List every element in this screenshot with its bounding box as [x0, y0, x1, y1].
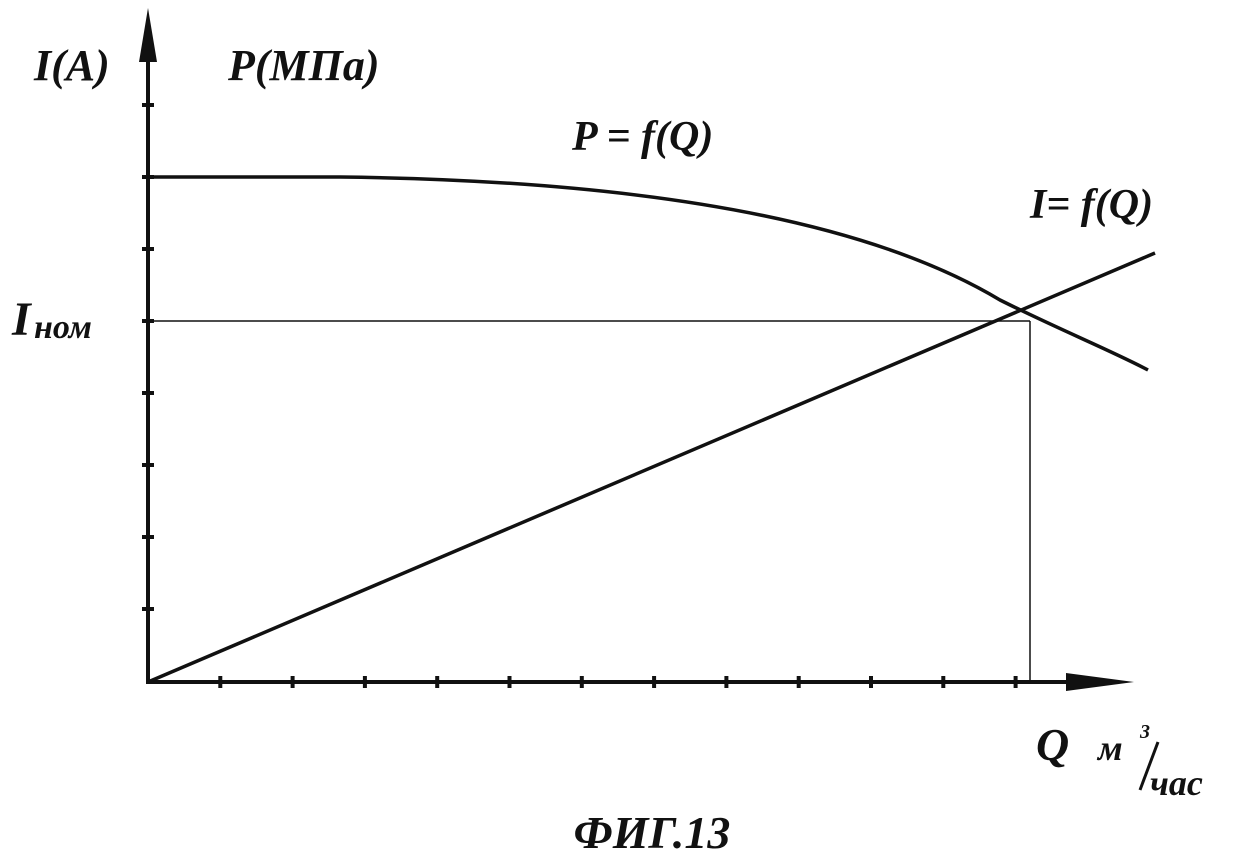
- y-label-pressure: P(MПa): [227, 41, 380, 90]
- x-unit-numerator: м: [1096, 728, 1123, 768]
- y-label-current: I(A): [33, 41, 110, 90]
- x-unit-power: 3: [1139, 721, 1150, 743]
- pressure-curve-label: P = f(Q): [571, 114, 713, 160]
- x-unit-denominator: час: [1150, 763, 1203, 803]
- figure: I(A) P(MПa) P = f(Q) I= f(Q) I ном Q м 3…: [0, 0, 1248, 866]
- current-curve-label: I= f(Q): [1029, 182, 1153, 228]
- ticks: [142, 105, 1016, 688]
- pressure-curve: [148, 177, 1148, 370]
- x-label: Q: [1036, 719, 1069, 770]
- nominal-subscript: ном: [34, 309, 92, 346]
- nominal-symbol: I: [11, 293, 33, 346]
- current-line: [148, 253, 1155, 682]
- x-axis-arrow: [1066, 673, 1134, 691]
- y-axis-arrow: [139, 8, 157, 62]
- caption: ФИГ.13: [574, 807, 731, 858]
